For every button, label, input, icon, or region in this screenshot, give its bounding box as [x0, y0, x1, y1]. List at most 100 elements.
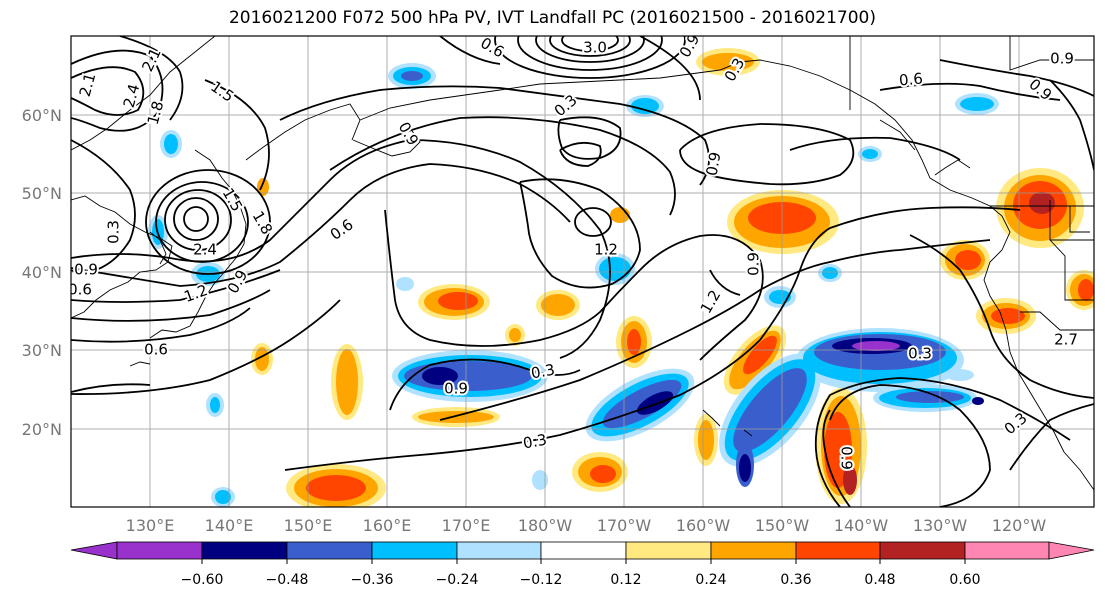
colorbar-bin [964, 541, 1050, 560]
shade-patch [946, 369, 974, 381]
colorbar-tick-label: −0.60 [180, 572, 224, 588]
colorbar-tick-label: −0.48 [265, 572, 309, 588]
shade-patch [396, 277, 414, 291]
svg-text:0.3: 0.3 [105, 220, 123, 244]
svg-text:3.0: 3.0 [583, 39, 607, 57]
svg-text:0.6: 0.6 [898, 69, 923, 89]
contour-label: 0.6 [68, 279, 94, 301]
shading-layer [148, 48, 1094, 507]
shade-patch [636, 391, 674, 415]
colorbar-bin [286, 541, 373, 560]
colorbar-bin [456, 541, 542, 560]
colorbar-tick-label: 0.60 [949, 572, 981, 588]
colorbar-bin [879, 541, 966, 560]
lon-label: 130°E [125, 516, 175, 535]
svg-text:2.4: 2.4 [193, 241, 217, 259]
contour-label: 2.7 [1052, 329, 1080, 351]
svg-text:0.9: 0.9 [1050, 50, 1074, 68]
shade-patch [422, 367, 458, 385]
shade-patch [991, 308, 1025, 324]
shade-patch [739, 454, 751, 482]
svg-text:0.6: 0.6 [68, 281, 92, 299]
colorbar-bin [371, 541, 458, 560]
colorbar-ticks [201, 559, 966, 564]
shade-patch [401, 71, 423, 81]
svg-text:1.2: 1.2 [594, 241, 618, 259]
colorbar-tick-label: 0.48 [864, 572, 896, 588]
lon-label: 120°W [991, 516, 1047, 535]
shade-patch [438, 292, 478, 310]
shade-patch [532, 470, 548, 490]
shade-patch [960, 97, 994, 111]
shade-patch [743, 335, 777, 375]
shade-patch [599, 257, 631, 281]
contour-label: 0.3 [906, 343, 934, 365]
coastlines [71, 36, 1094, 491]
lon-label: 170°W [596, 516, 652, 535]
lon-label: 160°E [362, 516, 412, 535]
colorbar-tick-label: −0.36 [350, 572, 394, 588]
lat-label: 20°N [21, 420, 62, 439]
lon-label: 130°W [912, 516, 968, 535]
shade-patch [210, 397, 220, 413]
shade-patch [896, 391, 964, 403]
contour-label: 0.9 [442, 378, 470, 400]
shade-patch [257, 178, 269, 196]
contour-label: 1.2 [592, 239, 620, 261]
svg-text:0.9: 0.9 [745, 252, 763, 276]
shade-patch [1029, 192, 1055, 214]
contour-label: 3.0 [581, 37, 609, 59]
contour-label: 0.9 [836, 444, 858, 472]
shade-patch [541, 294, 575, 316]
lat-label: 50°N [21, 184, 62, 203]
shade-patch [336, 349, 358, 415]
shade-patch [852, 341, 900, 351]
colorbar-tick-label: 0.24 [695, 572, 727, 588]
contour-label: 0.6 [142, 339, 170, 361]
shade-patch [1078, 279, 1094, 301]
shade-patch [972, 397, 984, 405]
lon-label: 150°W [754, 516, 810, 535]
lon-label: 140°E [204, 516, 254, 535]
svg-text:2.7: 2.7 [1054, 331, 1078, 349]
colorbar-tick-label: −0.24 [435, 572, 479, 588]
shade-patch [306, 475, 366, 501]
contour-label: 0.9 [743, 250, 765, 278]
shade-patch [418, 411, 494, 423]
lon-label: 140°W [833, 516, 889, 535]
colorbar [70, 541, 1095, 564]
shade-patch [862, 149, 878, 159]
svg-text:0.9: 0.9 [74, 261, 98, 279]
colorbar-bin [201, 541, 288, 560]
lon-label: 180°W [517, 516, 573, 535]
lon-label: 170°E [441, 516, 491, 535]
shade-patch [627, 329, 641, 355]
colorbar-tick-label: 0.12 [610, 572, 642, 588]
colorbar-bin [710, 541, 797, 560]
shade-patch [733, 368, 807, 452]
svg-text:0.6: 0.6 [144, 341, 168, 359]
svg-text:0.3: 0.3 [908, 345, 932, 363]
lat-label: 30°N [21, 341, 62, 360]
colorbar-bin [116, 541, 203, 560]
colorbar-bin [625, 541, 712, 560]
map-frame [70, 35, 1095, 508]
contour-label: 0.9 [1048, 48, 1076, 70]
contour-label: 0.9 [72, 259, 100, 281]
shade-patch [702, 53, 754, 71]
pv-contours [71, 36, 1094, 507]
shade-patch [843, 465, 857, 495]
lon-label: 160°W [675, 516, 731, 535]
colorbar-bin [795, 541, 881, 560]
contour-label: 0.6 [896, 67, 925, 91]
shade-patch [822, 267, 838, 279]
map-plot-area: 2.1 2.4 2.1 1.8 1.5 0.6 3.0 0.9 0.6 0.9 … [68, 36, 1094, 507]
colorbar-tick-label: −0.12 [519, 572, 563, 588]
shade-patch [955, 250, 981, 270]
shade-patch [509, 328, 521, 342]
lat-label: 40°N [21, 263, 62, 282]
svg-text:0.9: 0.9 [444, 380, 468, 398]
colorbar-bin [540, 541, 627, 560]
shade-patch [590, 465, 616, 483]
